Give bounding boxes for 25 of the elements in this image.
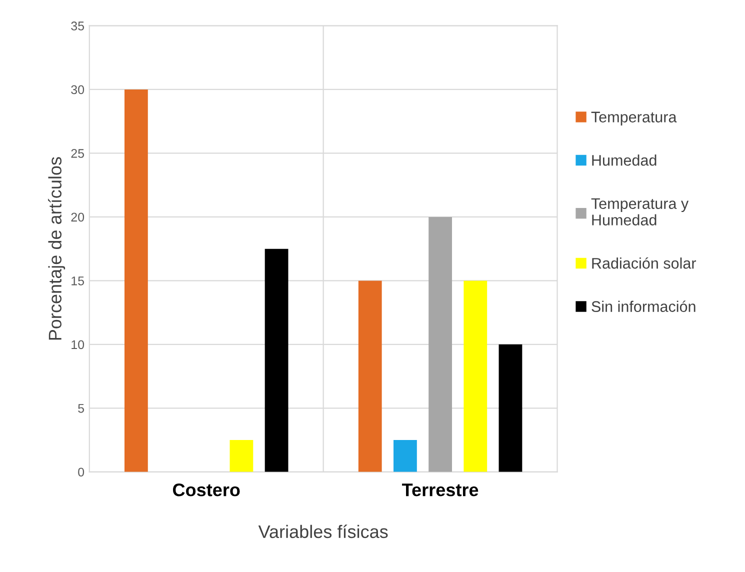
x-axis-title: Variables físicas [258,524,388,538]
legend-label: Sin información [592,300,696,312]
legend-label: Temperatura y Humedad [591,198,689,226]
y-tick-label: 15 [72,276,84,286]
legend-label: Temperatura [591,112,677,126]
bar [264,248,288,472]
legend-label: Radiación solar [592,257,696,269]
x-tick-label: Costero [173,483,240,496]
bar [230,440,254,472]
x-tick-label: Terrestre [402,484,478,496]
y-tick-label: 35 [71,22,84,30]
bar [124,89,148,472]
bar [394,440,417,472]
y-axis-title: Porcentaje de artículos [48,157,66,340]
y-tick-label: 0 [78,468,84,477]
bar [358,280,382,472]
y-tick-label: 20 [71,212,84,222]
bar [498,344,522,472]
bar [464,280,488,472]
y-tick-label: 30 [71,85,84,94]
y-tick-label: 25 [71,149,84,158]
y-tick-label: 5 [78,404,84,413]
legend-label: Humedad [592,154,656,166]
y-tick-label: 10 [72,340,84,350]
bar [428,216,452,472]
